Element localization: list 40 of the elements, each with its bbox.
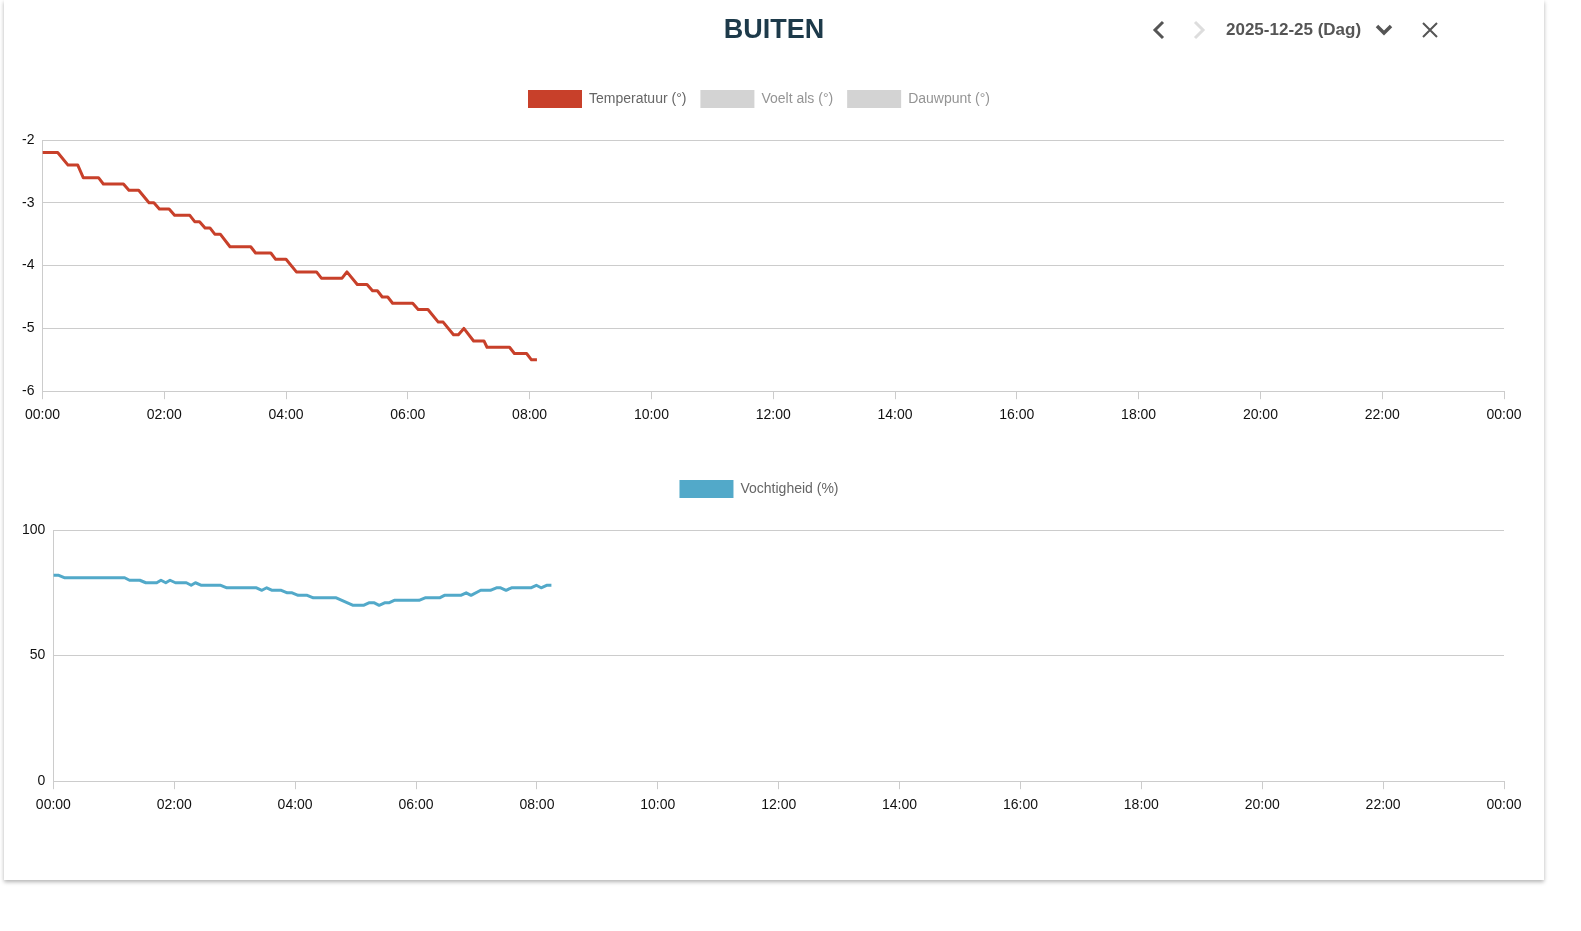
x-tick-label: 18:00: [1123, 796, 1160, 813]
legend-label: Dauwpunt (°): [908, 89, 990, 106]
x-tick-label: 00:00: [35, 796, 72, 813]
x-tick-label: 14:00: [882, 796, 918, 813]
x-tick-label: 18:00: [1121, 406, 1157, 423]
x-tick-label: 14:00: [877, 406, 913, 423]
x-tick-label: 00:00: [24, 406, 61, 423]
legend-label: Vochtigheid (%): [740, 479, 839, 496]
x-tick-label: 02:00: [156, 796, 192, 813]
x-tick-label: 04:00: [277, 796, 313, 813]
x-tick-label: 02:00: [146, 406, 182, 423]
y-tick-label: -3: [22, 193, 35, 210]
y-tick-label: 50: [29, 646, 46, 663]
x-tick-label: 12:00: [761, 796, 797, 813]
y-tick-label: -6: [22, 382, 35, 399]
x-tick-label: 00:00: [1486, 406, 1522, 423]
y-tick-label: -4: [22, 256, 35, 273]
x-tick-label: 10:00: [633, 406, 670, 423]
x-tick-label: 08:00: [519, 796, 555, 813]
x-tick-label: 12:00: [755, 406, 791, 423]
y-tick-label: -5: [22, 319, 35, 336]
x-tick-label: 06:00: [398, 796, 434, 813]
chart-title: BUITEN: [723, 14, 825, 44]
x-tick-label: 04:00: [268, 406, 304, 423]
x-tick-label: 10:00: [640, 796, 676, 813]
x-tick-label: 20:00: [1242, 406, 1279, 423]
y-tick-label: 100: [22, 520, 46, 537]
x-tick-label: 08:00: [512, 406, 548, 423]
legend-label: Temperatuur (°): [589, 89, 687, 106]
x-tick-label: 06:00: [390, 406, 426, 423]
chart-subtitle: 2025-12-25 (Dag): [1226, 20, 1362, 40]
x-tick-label: 20:00: [1244, 796, 1280, 813]
x-tick-label: 00:00: [1486, 796, 1522, 813]
x-tick-label: 16:00: [999, 406, 1035, 423]
x-tick-label: 22:00: [1365, 796, 1401, 813]
legend-label: Voelt als (°): [761, 89, 834, 106]
y-tick-label: -2: [22, 130, 35, 147]
y-tick-label: 0: [37, 772, 46, 789]
x-tick-label: 22:00: [1364, 406, 1400, 423]
x-tick-label: 16:00: [1002, 796, 1039, 813]
